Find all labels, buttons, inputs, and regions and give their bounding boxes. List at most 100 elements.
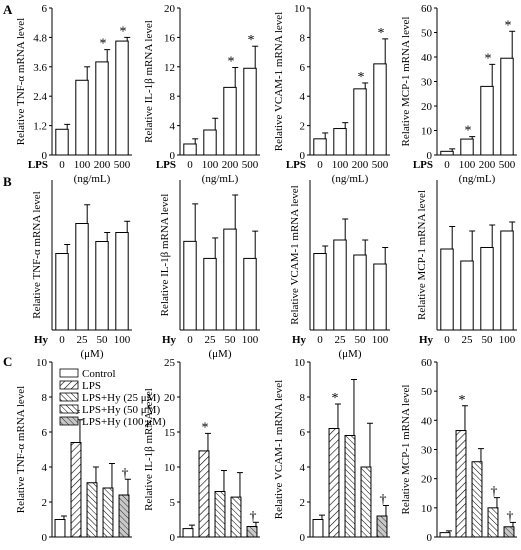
bar — [344, 435, 356, 538]
bar — [223, 228, 237, 331]
bar — [95, 61, 109, 156]
x-unit-label: (μM) — [338, 348, 361, 360]
legend-label-lps: LPS — [82, 380, 101, 392]
bar — [376, 515, 388, 538]
legend-swatch-hy100 — [59, 416, 79, 426]
bar — [183, 143, 197, 156]
x-tick-label: 0 — [187, 159, 193, 171]
legend-label-hy100: LPS+Hy (100 μM) — [82, 416, 166, 428]
chart-b3: Relative VCAM-1 mRNA level 0 25 50 100 Hy (μM) — [289, 180, 390, 360]
y-tick-label: 10 — [294, 357, 306, 369]
bar — [440, 150, 454, 156]
bar — [55, 253, 69, 331]
chart-c1: 0 2 4 6 8 10 Relative TNF-α mRNA level * † — [15, 357, 132, 544]
bar — [480, 85, 494, 156]
y-tick-label: 16 — [164, 32, 176, 44]
significance-dagger: † — [491, 485, 498, 500]
chart-a3: 0 2 4 6 8 10 Relative VCAM-1 mRNA level 0 100 * 20… — [273, 3, 390, 185]
significance-star: * — [228, 55, 235, 70]
panel-letter-a: A — [3, 2, 13, 17]
significance-star: * — [459, 393, 466, 408]
bar — [182, 528, 194, 538]
y-tick-label: 30 — [421, 445, 433, 457]
y-tick-label: 10 — [421, 126, 433, 138]
significance-star: * — [100, 37, 107, 52]
x-tick-label: 100 — [202, 159, 219, 171]
bar — [118, 494, 130, 538]
y-tick-label: 0 — [170, 532, 176, 544]
y-tick-label: 0 — [300, 150, 306, 162]
y-tick-label: 2 — [300, 121, 306, 133]
y-tick-label: 0 — [427, 532, 433, 544]
bar — [312, 519, 324, 538]
y-tick-label: 8 — [42, 392, 48, 404]
panel-letter-b: B — [3, 174, 12, 189]
significance-dagger: † — [122, 466, 129, 481]
x-tick-label: 100 — [372, 334, 389, 346]
significance-star: * — [465, 124, 472, 139]
significance-star: * — [378, 26, 385, 41]
x-prefix-label: Hy — [292, 334, 307, 346]
y-tick-label: 6 — [42, 3, 48, 15]
legend-label-hy25: LPS+Hy (25 μM) — [82, 392, 160, 404]
y-tick-label: 0 — [170, 150, 176, 162]
bar — [86, 482, 98, 538]
x-tick-label: 100 — [242, 334, 259, 346]
y-tick-label: 25 — [164, 357, 176, 369]
y-tick-label: 8 — [300, 392, 306, 404]
x-tick-label: 25 — [335, 334, 347, 346]
x-tick-label: 500 — [372, 159, 389, 171]
significance-star: * — [358, 70, 365, 85]
bar — [203, 129, 217, 156]
panel-letter-c: C — [3, 354, 12, 369]
x-unit-label: (μM) — [208, 348, 231, 360]
y-tick-label: 6 — [42, 427, 48, 439]
x-prefix-label: LPS — [413, 159, 433, 171]
chart-a2: 0 4 8 12 16 20 Relative IL-1β mRNA level 0 100 * 2… — [143, 3, 260, 185]
x-unit-label: (ng/mL) — [459, 173, 496, 185]
y-tick-label: 60 — [421, 357, 433, 369]
y-tick-label: 20 — [421, 101, 433, 113]
y-tick-label: 3.6 — [33, 62, 47, 74]
bar — [243, 67, 257, 156]
legend: Control LPS LPS+Hy (25 μM) LPS+Hy (50 μM… — [59, 368, 166, 428]
bar — [353, 88, 367, 156]
y-tick-label: 40 — [421, 52, 433, 64]
bar — [75, 223, 89, 331]
y-tick-label: 2 — [300, 497, 306, 509]
y-tick-label: 5 — [170, 497, 176, 509]
bar — [214, 491, 226, 538]
x-tick-label: 100 — [499, 334, 516, 346]
bar — [230, 496, 242, 538]
chart-c2: 0 5 10 15 20 25 Relative IL-1β mRNA level * † — [143, 357, 260, 544]
bar — [487, 507, 499, 538]
x-unit-label: (μM) — [80, 348, 103, 360]
y-tick-label: 10 — [164, 462, 176, 474]
bar — [313, 253, 327, 331]
x-tick-label: 100 — [114, 334, 131, 346]
y-axis-label: Relative IL-1β mRNA level — [159, 194, 171, 317]
y-tick-label: 4 — [170, 121, 176, 133]
bar — [243, 257, 257, 331]
y-tick-label: 30 — [421, 77, 433, 89]
y-tick-label: 20 — [421, 474, 433, 486]
legend-swatch-hy50 — [59, 404, 79, 414]
y-tick-label: 1.2 — [33, 121, 47, 133]
y-tick-label: 0 — [42, 532, 48, 544]
bar — [439, 532, 451, 538]
bar — [480, 247, 494, 331]
bar — [198, 450, 210, 538]
y-tick-label: 10 — [294, 3, 306, 15]
x-unit-label: (ng/mL) — [74, 173, 111, 185]
x-prefix-label: LPS — [28, 159, 48, 171]
significance-star: * — [485, 51, 492, 66]
bar — [440, 248, 454, 331]
x-tick-label: 100 — [459, 159, 476, 171]
y-tick-label: 4 — [300, 91, 306, 103]
y-tick-label: 50 — [421, 28, 433, 40]
x-tick-label: 50 — [225, 334, 237, 346]
y-tick-label: 40 — [421, 415, 433, 427]
x-prefix-label: LPS — [286, 159, 306, 171]
legend-swatch-hy25 — [59, 392, 79, 402]
